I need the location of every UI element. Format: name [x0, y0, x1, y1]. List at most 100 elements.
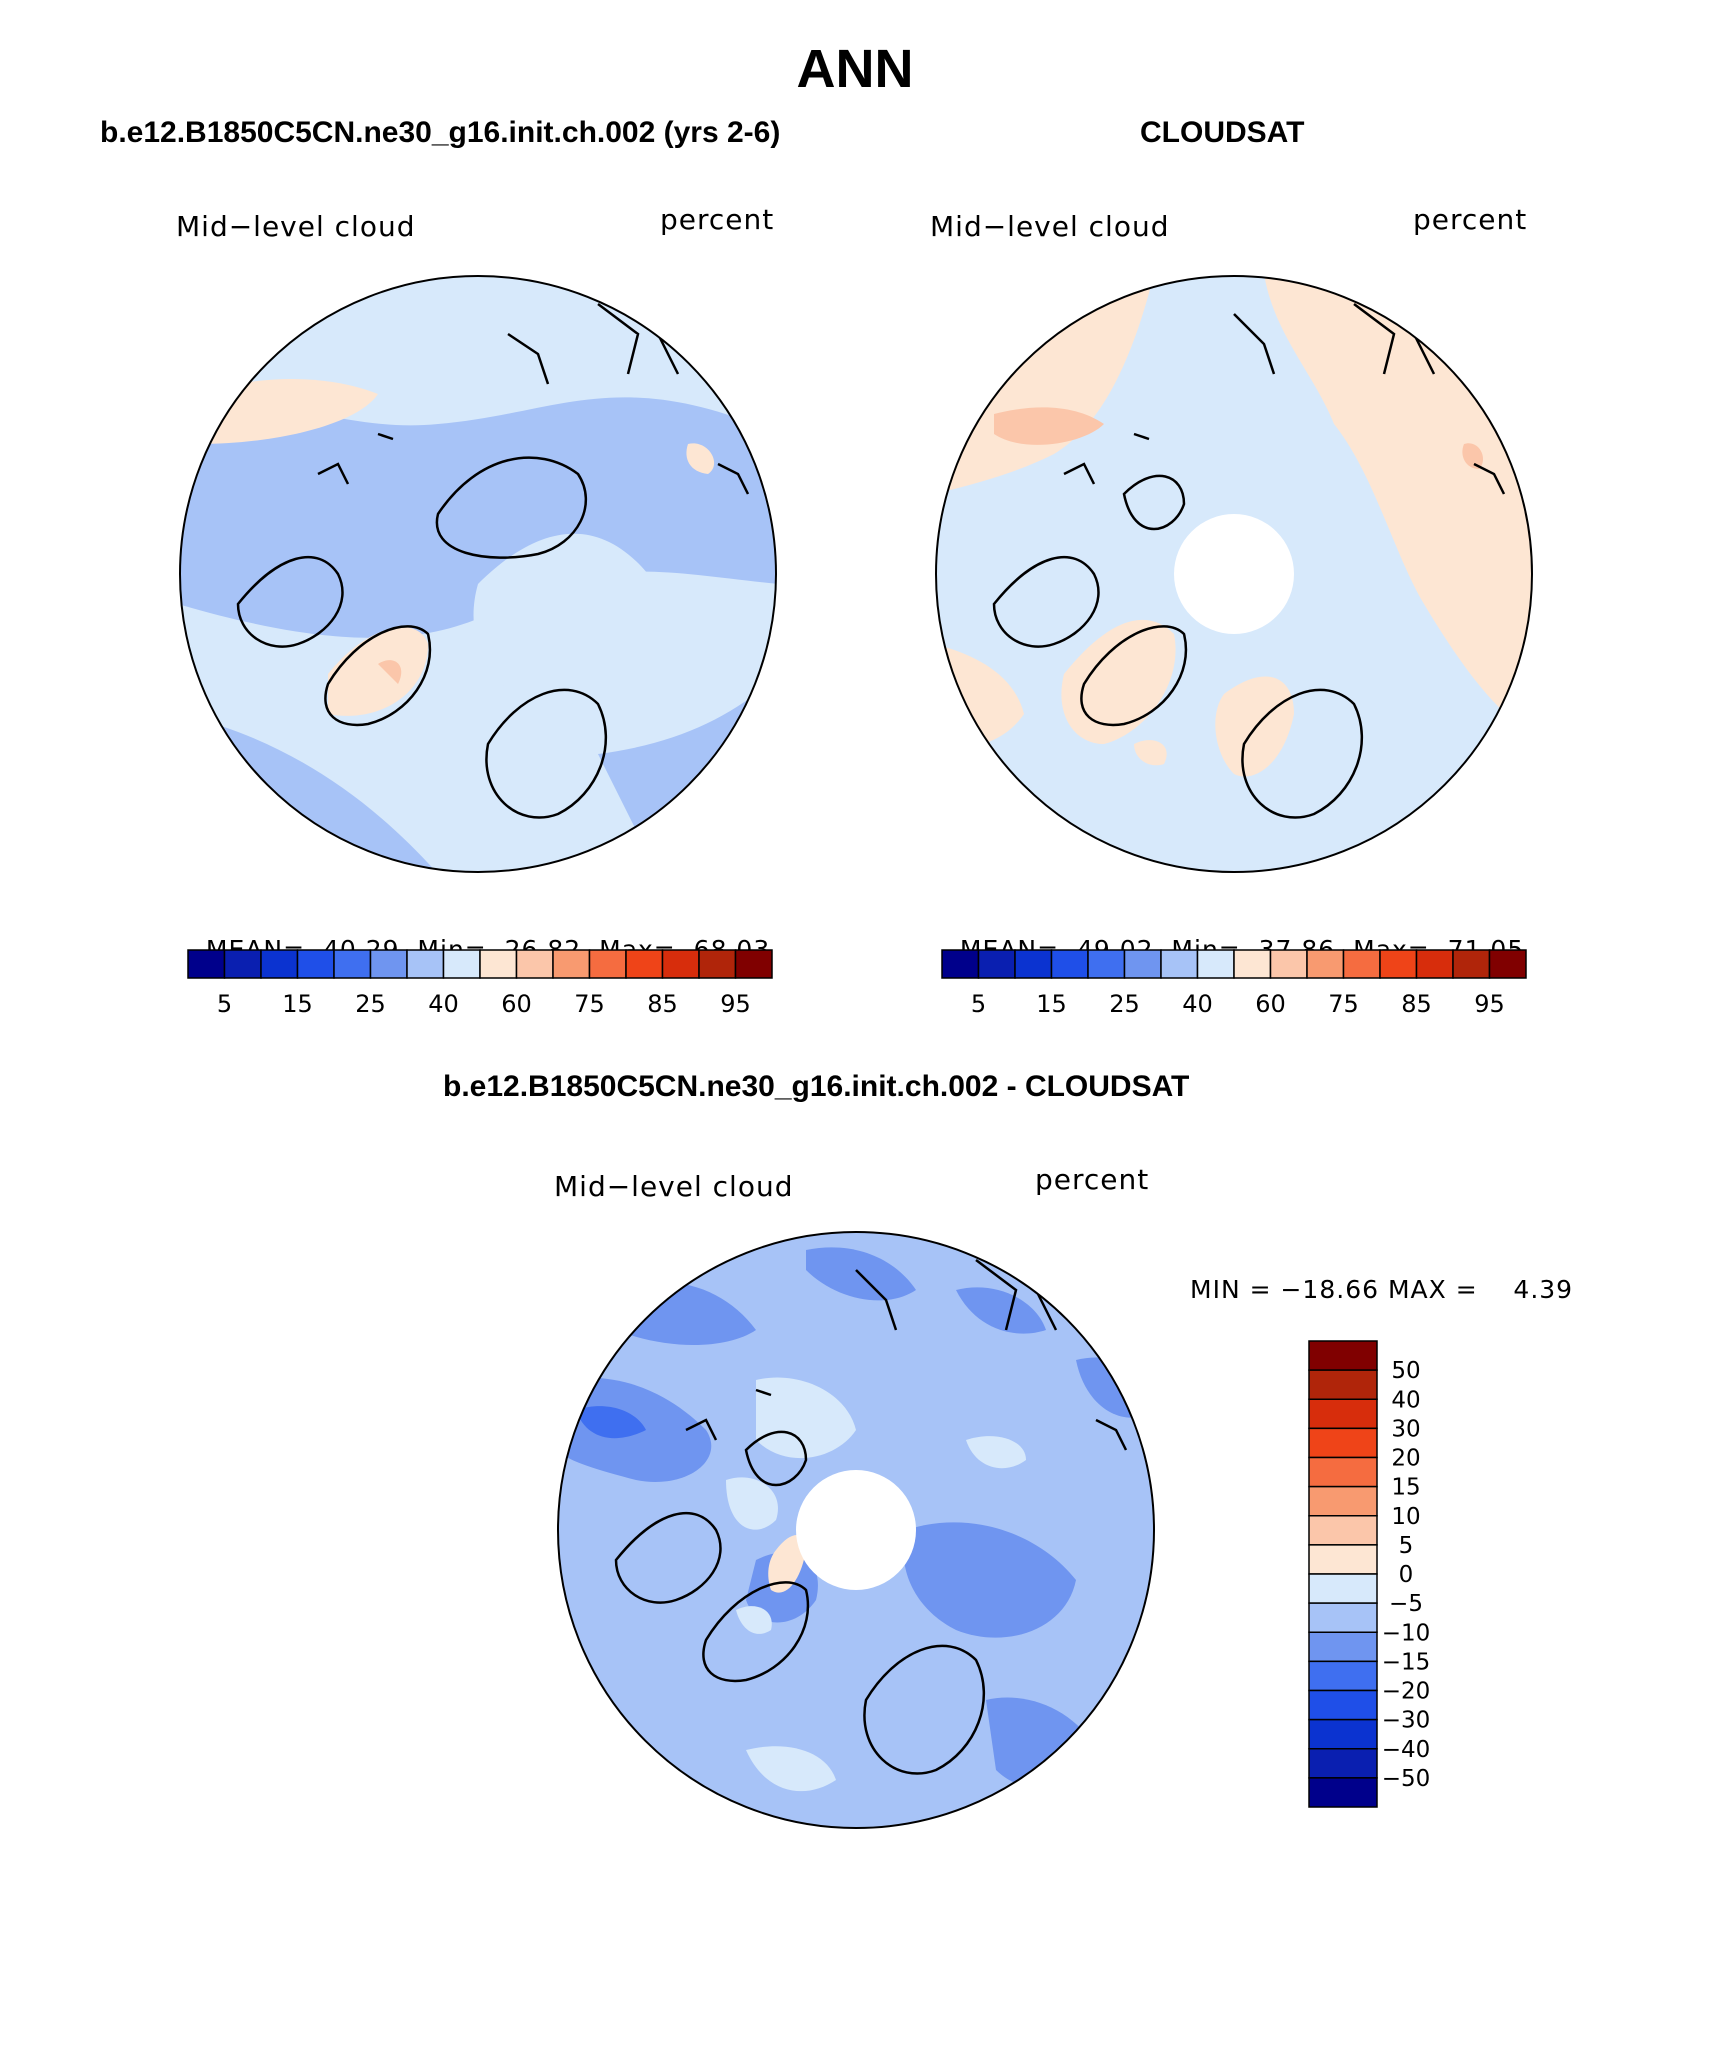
panel1-colorbar-box — [333, 949, 372, 979]
panel3-colorbar-tick-label: 50 — [1391, 1358, 1420, 1384]
panel3-colorbar-tick-label: 30 — [1391, 1416, 1420, 1442]
panel1-colorbar-box — [479, 949, 518, 979]
panel2-colorbar-box — [1415, 949, 1454, 979]
panel2-colorbar-box — [1196, 949, 1235, 979]
panel3-colorbar-box — [1308, 1544, 1378, 1575]
panel3-colorbar-tick-label: 10 — [1391, 1504, 1420, 1530]
panel1-colorbar-box — [661, 949, 700, 979]
panel1-field-warm — [328, 627, 428, 716]
panel3-variable-label: Mid−level cloud — [554, 1170, 794, 1203]
panel2-colorbar-box — [1160, 949, 1199, 979]
panel3-colorbar-tick-label: 5 — [1399, 1533, 1414, 1559]
panel2-colorbar-box — [941, 949, 980, 979]
panel3-colorbar-box — [1308, 1485, 1378, 1517]
panel3-colorbar-box — [1308, 1515, 1378, 1546]
panel1-variable-label: Mid−level cloud — [176, 210, 416, 243]
panel3-colorbar-box — [1308, 1631, 1378, 1663]
panel2-field-warm — [994, 407, 1104, 445]
panel1-field-warm — [198, 379, 378, 444]
panel3-field-region — [726, 1477, 778, 1530]
panel1-colorbar-tick-label: 95 — [720, 990, 751, 1018]
panel3-colorbar-box — [1308, 1689, 1378, 1721]
panel2-colorbar-box — [1269, 949, 1308, 979]
panel3-colorbar-tick-label: −5 — [1389, 1591, 1423, 1617]
panel1-title: b.e12.B1850C5CN.ne30_g16.init.ch.002 (yr… — [100, 116, 781, 149]
panel3-field-region — [956, 1287, 1046, 1334]
panel1-colorbar-box — [734, 949, 773, 979]
panel3-field-region — [903, 1522, 1076, 1638]
panel2-colorbar-box — [1488, 949, 1527, 979]
panel1-colorbar-tick-label: 85 — [647, 990, 678, 1018]
panel1-colorbar-box — [260, 949, 299, 979]
panel1-colorbar-tick-label: 60 — [501, 990, 532, 1018]
panel3-colorbar-tick-label: −20 — [1382, 1679, 1431, 1705]
panel3-colorbar-tick-label: −15 — [1382, 1649, 1431, 1675]
panel3-colorbar-tick-label: −40 — [1382, 1737, 1431, 1763]
panel2-colorbar-tick-label: 40 — [1182, 990, 1213, 1018]
panel3-coastline — [614, 1259, 1128, 1775]
panel2-colorbar-box — [977, 949, 1016, 979]
panel1-field-region — [473, 533, 659, 706]
panel1-colorbar-box — [698, 949, 737, 979]
panel3-colorbar-box — [1308, 1660, 1378, 1692]
panel1-field-band — [180, 397, 776, 638]
panel3-field-region — [756, 1377, 856, 1459]
panel3-colorbar-box — [1308, 1748, 1378, 1779]
panel3-field-region — [966, 1436, 1026, 1469]
panel2-title: CLOUDSAT — [1140, 116, 1305, 149]
panel3-colorbar-tick-label: 15 — [1391, 1475, 1420, 1501]
panel2-colorbar-tick-label: 85 — [1401, 990, 1432, 1018]
panel1-colorbar-box — [625, 949, 664, 979]
panel2-colorbar-tick-label: 60 — [1255, 990, 1286, 1018]
panel3-colorbar-box — [1308, 1369, 1378, 1400]
panel3-map — [557, 1231, 1155, 1829]
panel2-colorbar-box — [1379, 949, 1418, 979]
panel1-colorbar-box — [296, 949, 335, 979]
panel1-colorbar-tick-label: 25 — [355, 990, 386, 1018]
panel2-colorbar-box — [1306, 949, 1345, 979]
panel2-colorbar-box — [1087, 949, 1126, 979]
panel1-colorbar-box — [442, 949, 481, 979]
panel1-colorbar-box — [406, 949, 445, 979]
panel1-colorbar-tick-label: 15 — [282, 990, 313, 1018]
panel2-field-warm — [1061, 619, 1176, 744]
panel1-field-warm — [686, 443, 715, 474]
panel3-stats: MIN = −18.66 MAX = 4.39 — [1190, 1275, 1574, 1304]
panel3-field-warm — [768, 1535, 806, 1593]
panel2-colorbar-tick-label: 15 — [1036, 990, 1067, 1018]
panel1-colorbar-box — [588, 949, 627, 979]
panel3-colorbar-tick-label: 20 — [1391, 1446, 1420, 1472]
panel2-variable-label: Mid−level cloud — [930, 210, 1170, 243]
panel1-colorbar-box — [223, 949, 262, 979]
page-title: ANN — [796, 39, 914, 99]
panel3-field-region — [736, 1606, 772, 1634]
panel1-map — [179, 275, 777, 873]
panel3-colorbar-box — [1308, 1398, 1378, 1430]
panel2-units-label: percent — [1413, 203, 1528, 236]
panel1-coastline — [236, 303, 750, 819]
panel1-colorbar: 5 15 25 40 60 75 85 95 — [187, 949, 773, 1018]
panel3-pole-hole — [796, 1470, 916, 1590]
panel1-colorbar-tick-label: 5 — [217, 990, 232, 1018]
panel3-field-region — [746, 1746, 836, 1792]
panel2-field-warm — [1134, 740, 1167, 766]
panel2-colorbar-box — [1050, 949, 1089, 979]
panel2-colorbar-box — [1233, 949, 1272, 979]
panel2-colorbar-tick-label: 5 — [971, 990, 986, 1018]
panel3-title: b.e12.B1850C5CN.ne30_g16.init.ch.002 - C… — [443, 1070, 1190, 1103]
panel2-colorbar-box — [1014, 949, 1053, 979]
panel1-colorbar-tick-label: 40 — [428, 990, 459, 1018]
panel2-colorbar-box — [1452, 949, 1491, 979]
panel3-colorbar-tick-label: 0 — [1399, 1562, 1414, 1588]
panel1-colorbar-tick-label: 75 — [574, 990, 605, 1018]
panel3-colorbar-tick-label: −50 — [1382, 1766, 1431, 1792]
panel2-colorbar-tick-label: 95 — [1474, 990, 1505, 1018]
panel3-colorbar-tick-label: −30 — [1382, 1708, 1431, 1734]
panel2-colorbar-box — [1342, 949, 1381, 979]
panel1-colorbar-box — [515, 949, 554, 979]
panel3-colorbar-box — [1308, 1340, 1378, 1371]
panel2-colorbar: 5 15 25 40 60 75 85 95 — [941, 949, 1527, 1018]
panel1-colorbar-box — [552, 949, 591, 979]
panel2-colorbar-tick-label: 75 — [1328, 990, 1359, 1018]
panel2-pole-hole — [1174, 514, 1294, 634]
